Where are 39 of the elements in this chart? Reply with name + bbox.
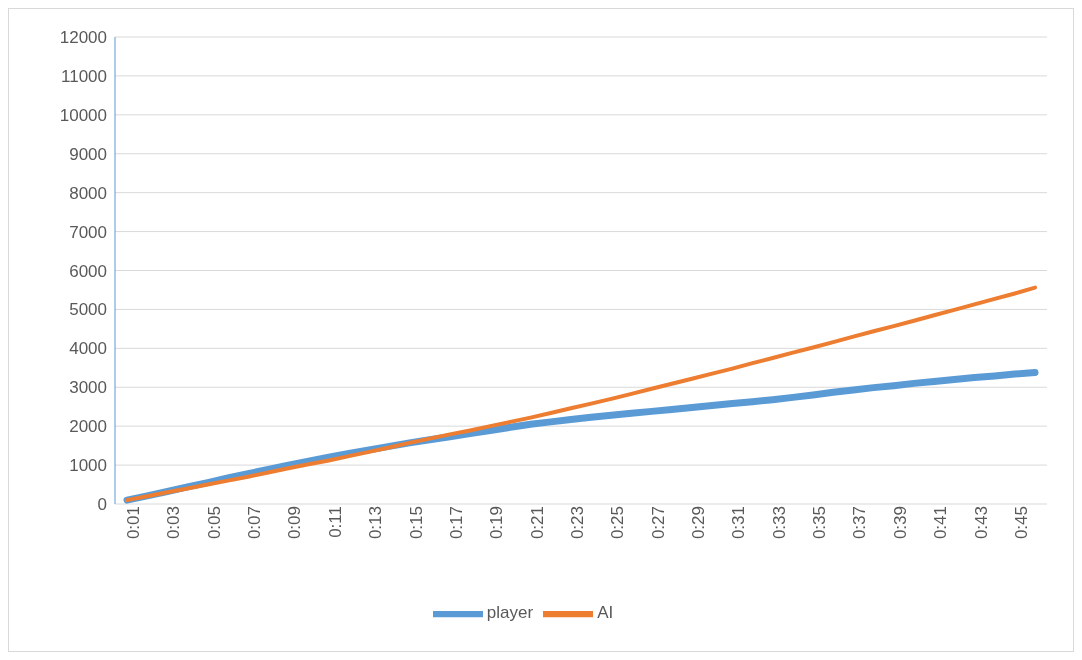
y-tick-label: 9000 [69, 144, 107, 164]
x-tick-label: 0:23 [567, 506, 587, 540]
x-tick-label: 0:11 [325, 506, 345, 538]
y-tick-label: 6000 [69, 261, 107, 281]
x-tick-label: 0:43 [971, 506, 991, 540]
x-tick-label: 0:07 [245, 506, 265, 540]
y-tick-label: 12000 [59, 28, 107, 48]
x-tick-label: 0:27 [648, 506, 668, 540]
y-tick-label: 1000 [69, 456, 107, 476]
legend-label: player [486, 603, 534, 623]
x-tick-label: 0:13 [366, 506, 386, 540]
x-tick-label: 0:29 [689, 506, 709, 540]
x-tick-label: 0:31 [729, 506, 749, 540]
x-tick-label: 0:21 [527, 506, 547, 540]
x-tick-label: 0:41 [931, 506, 951, 540]
y-tick-label: 7000 [69, 222, 107, 242]
y-tick-label: 10000 [59, 105, 107, 125]
x-tick-label: 0:03 [164, 506, 184, 540]
line-series [125, 285, 1037, 503]
y-tick-label: 2000 [69, 417, 107, 437]
x-tick-label: 0:01 [124, 506, 144, 540]
legend-label: AI [597, 603, 614, 623]
x-tick-label: 0:37 [850, 506, 870, 540]
y-tick-label: 0 [97, 495, 107, 515]
x-tick-label: 0:35 [810, 506, 830, 540]
x-tick-label: 0:05 [204, 506, 224, 540]
y-tick-label: 8000 [69, 183, 107, 203]
y-tick-label: 11000 [60, 66, 107, 86]
x-tick-label: 0:19 [487, 506, 507, 540]
x-tick-label: 0:39 [890, 506, 910, 540]
x-tick-label: 0:09 [285, 506, 305, 540]
y-tick-label: 4000 [69, 339, 107, 359]
y-tick-label: 3000 [69, 378, 107, 398]
x-tick-label: 0:45 [1011, 506, 1031, 540]
y-tick-label: 5000 [69, 300, 107, 320]
x-tick-label: 0:25 [608, 506, 628, 540]
x-tick-label: 0:33 [769, 506, 789, 540]
x-tick-label: 0:17 [446, 506, 466, 540]
x-tick-label: 0:15 [406, 506, 426, 540]
